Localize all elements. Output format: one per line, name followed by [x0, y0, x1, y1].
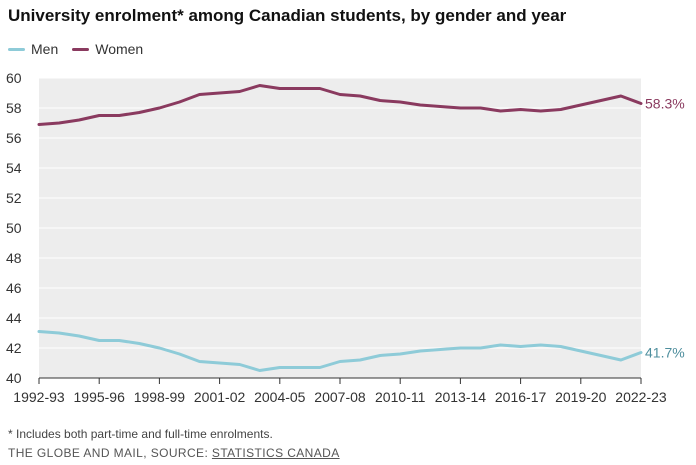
x-tick-label-2001-02: 2001-02 [194, 389, 246, 405]
y-tick-label-52: 52 [6, 190, 22, 206]
legend: Men Women [8, 40, 157, 58]
legend-item-men: Men [8, 41, 58, 57]
y-tick-label-40: 40 [6, 370, 22, 386]
chart-title: University enrolment* among Canadian stu… [8, 6, 567, 25]
credit-line: THE GLOBE AND MAIL, SOURCE: STATISTICS C… [8, 446, 340, 460]
end-label-women: 58.3% [645, 96, 685, 112]
x-tick-label-2019-20: 2019-20 [555, 389, 607, 405]
y-tick-label-42: 42 [6, 340, 22, 356]
legend-swatch-men [8, 47, 25, 51]
x-tick-label-2022-23: 2022-23 [615, 389, 667, 405]
end-label-men: 41.7% [645, 345, 685, 361]
y-tick-label-50: 50 [6, 220, 22, 236]
y-tick-label-48: 48 [6, 250, 22, 266]
x-tick-label-2004-05: 2004-05 [254, 389, 306, 405]
y-tick-label-44: 44 [6, 310, 22, 326]
series-line-women [37, 84, 643, 126]
legend-label-women: Women [95, 41, 144, 57]
source-link[interactable]: STATISTICS CANADA [211, 446, 340, 460]
x-tick-label-2007-08: 2007-08 [314, 389, 366, 405]
y-tick-label-54: 54 [6, 160, 22, 176]
x-tick-label-2016-17: 2016-17 [495, 389, 547, 405]
legend-item-women: Women [72, 41, 143, 57]
line-chart: 40 42 44 46 48 50 52 54 56 58 60 1992-93 1995-96 1998… [6, 70, 685, 405]
y-tick-label-46: 46 [6, 280, 22, 296]
y-tick-label-60: 60 [6, 70, 22, 86]
legend-label-men: Men [31, 41, 59, 57]
x-tick-label-1995-96: 1995-96 [74, 389, 126, 405]
legend-swatch-women [72, 47, 90, 51]
series-line-men [37, 330, 643, 372]
x-tick-label-1992-93: 1992-93 [13, 389, 65, 405]
x-tick-label-1998-99: 1998-99 [134, 389, 186, 405]
x-tick-label-2010-11: 2010-11 [375, 389, 426, 405]
footnote: * Includes both part-time and full-time … [8, 427, 273, 441]
y-tick-label-56: 56 [6, 130, 22, 146]
x-tick-label-2013-14: 2013-14 [435, 389, 487, 405]
y-tick-label-58: 58 [6, 100, 22, 116]
credit-prefix: THE GLOBE AND MAIL, SOURCE: [8, 446, 212, 460]
